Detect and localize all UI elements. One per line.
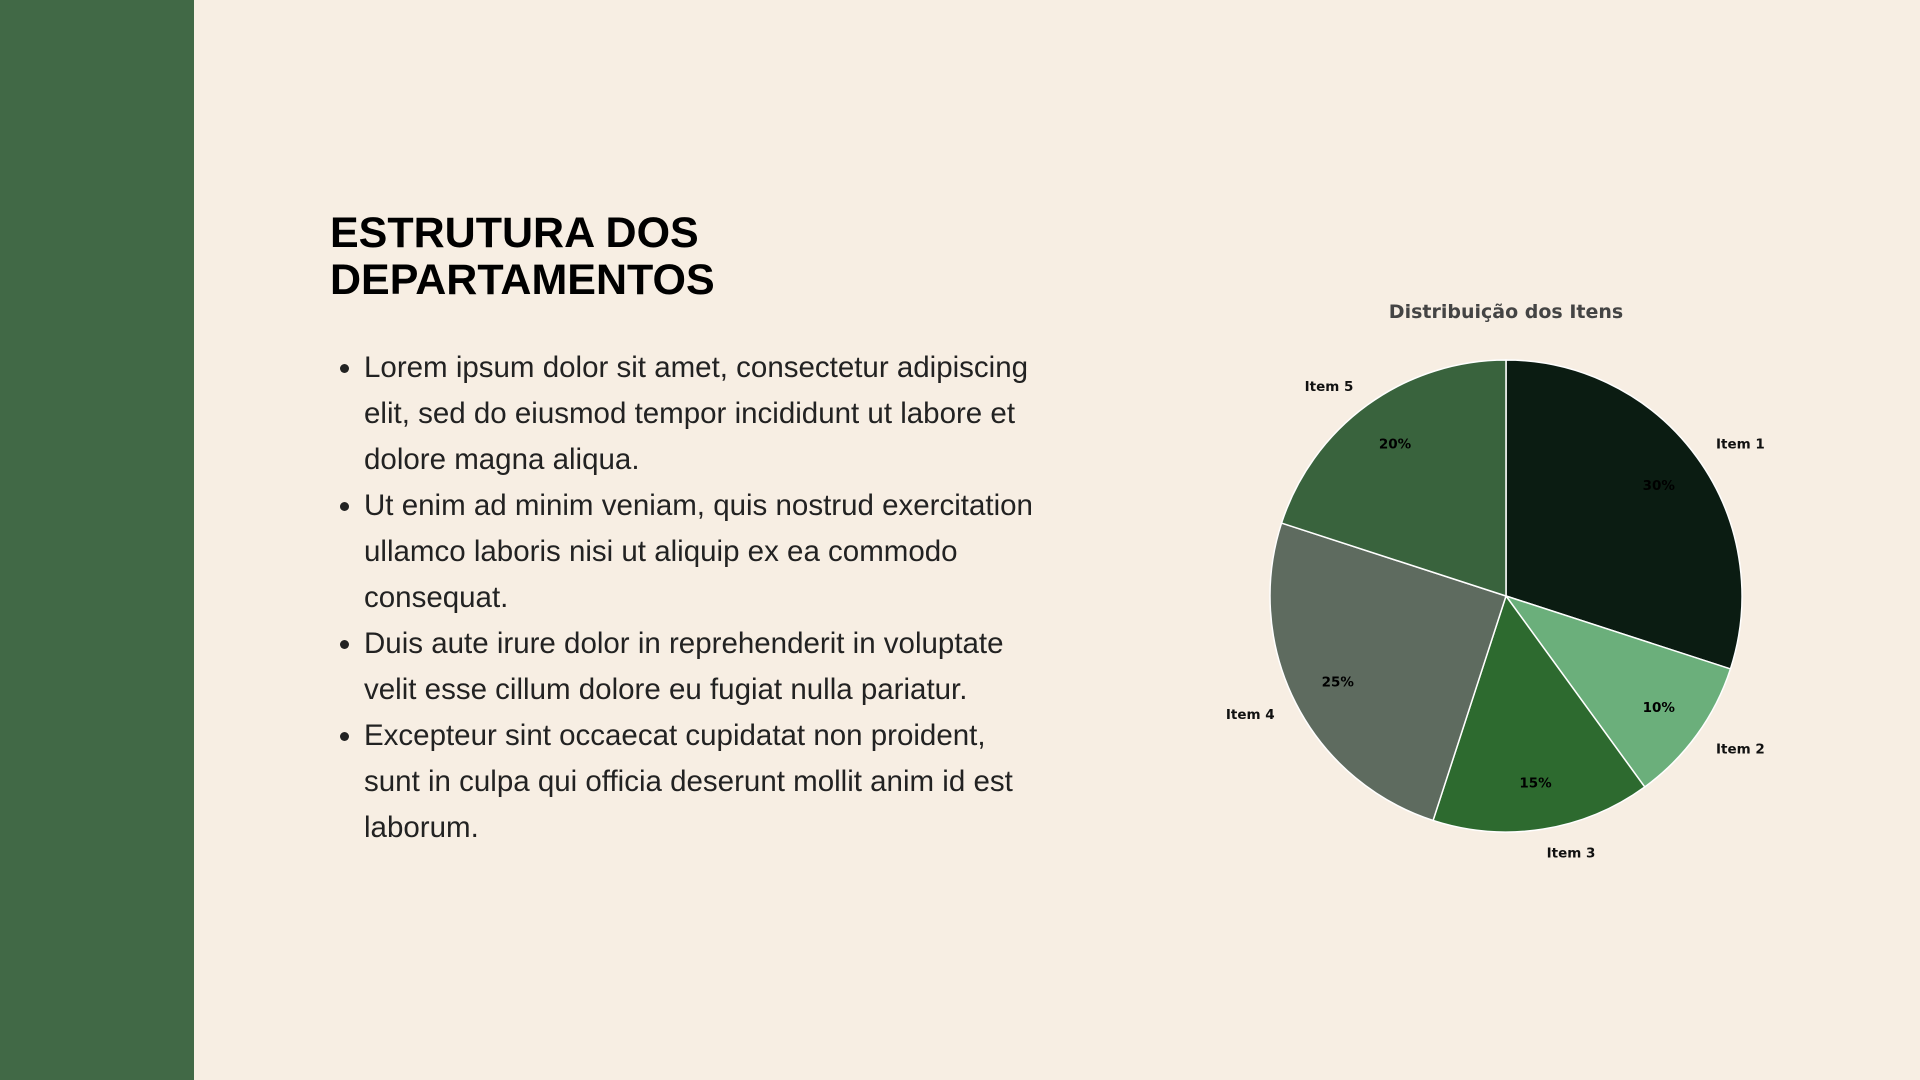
sidebar-band <box>0 0 194 1080</box>
bullet-item: Duis aute irure dolor in reprehenderit i… <box>364 621 1044 713</box>
slice-label: Item 1 <box>1716 436 1765 452</box>
bullet-item: Excepteur sint occaecat cupidatat non pr… <box>364 713 1044 851</box>
bullet-item: Ut enim ad minim veniam, quis nostrud ex… <box>364 483 1044 621</box>
slice-percent-label: 20% <box>1379 436 1412 452</box>
bullet-item: Lorem ipsum dolor sit amet, consectetur … <box>364 345 1044 483</box>
slice-percent-label: 30% <box>1643 478 1676 494</box>
pie-slice-5 <box>1280 359 1507 598</box>
pie-labels: Item 1 30% Item 2 10% Item 3 15% Item 4 25% Item… <box>1226 379 1765 861</box>
slice-percent-label: 10% <box>1643 700 1676 716</box>
pie-chart-svg: Distribuição dos Itens Item 1 30% Item 2 10… <box>1226 301 1765 861</box>
bullet-list: Lorem ipsum dolor sit amet, consectetur … <box>330 345 1044 851</box>
slice-label: Item 4 <box>1226 707 1275 723</box>
slide-title: ESTRUTURA DOS DEPARTAMENTOS <box>330 209 715 304</box>
pie-slice-3 <box>1432 594 1646 833</box>
slice-label: Item 5 <box>1305 379 1354 395</box>
pie-slice-4 <box>1269 522 1507 822</box>
pie-slices <box>1269 359 1743 833</box>
pie-slice-2 <box>1504 594 1732 788</box>
slice-label: Item 2 <box>1716 742 1765 758</box>
pie-chart: Distribuição dos Itens Item 1 30% Item 2 10… <box>1160 280 1860 880</box>
pie-slice-1 <box>1505 359 1743 670</box>
slice-label: Item 3 <box>1547 845 1596 861</box>
slice-percent-label: 15% <box>1519 775 1552 791</box>
chart-title: Distribuição dos Itens <box>1389 301 1623 323</box>
slice-percent-label: 25% <box>1322 675 1355 691</box>
